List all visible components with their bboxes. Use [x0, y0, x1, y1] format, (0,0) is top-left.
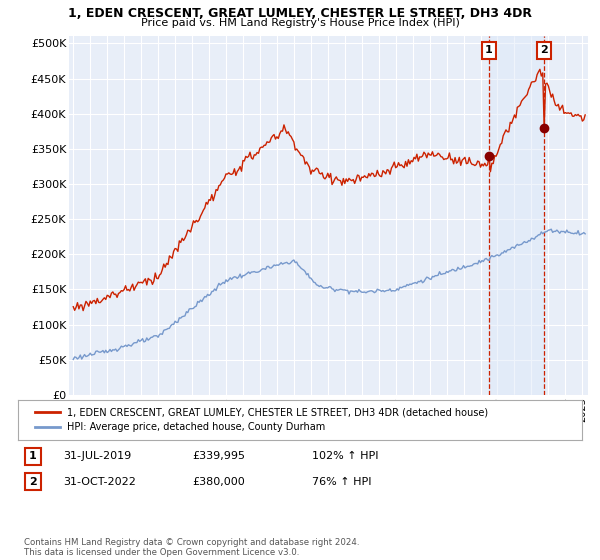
- Text: 31-JUL-2019: 31-JUL-2019: [63, 451, 131, 461]
- Text: £380,000: £380,000: [192, 477, 245, 487]
- Text: £339,995: £339,995: [192, 451, 245, 461]
- Text: 76% ↑ HPI: 76% ↑ HPI: [312, 477, 371, 487]
- Text: 2: 2: [29, 477, 37, 487]
- Legend: 1, EDEN CRESCENT, GREAT LUMLEY, CHESTER LE STREET, DH3 4DR (detached house), HPI: 1, EDEN CRESCENT, GREAT LUMLEY, CHESTER …: [29, 401, 496, 439]
- Text: 1, EDEN CRESCENT, GREAT LUMLEY, CHESTER LE STREET, DH3 4DR: 1, EDEN CRESCENT, GREAT LUMLEY, CHESTER …: [68, 7, 532, 20]
- Text: 102% ↑ HPI: 102% ↑ HPI: [312, 451, 379, 461]
- Text: 1: 1: [485, 45, 493, 55]
- Bar: [489, 36, 544, 395]
- Text: Contains HM Land Registry data © Crown copyright and database right 2024.
This d: Contains HM Land Registry data © Crown c…: [24, 538, 359, 557]
- Text: Price paid vs. HM Land Registry's House Price Index (HPI): Price paid vs. HM Land Registry's House …: [140, 18, 460, 28]
- Text: 1: 1: [29, 451, 37, 461]
- Text: 31-OCT-2022: 31-OCT-2022: [63, 477, 136, 487]
- Text: 2: 2: [540, 45, 548, 55]
